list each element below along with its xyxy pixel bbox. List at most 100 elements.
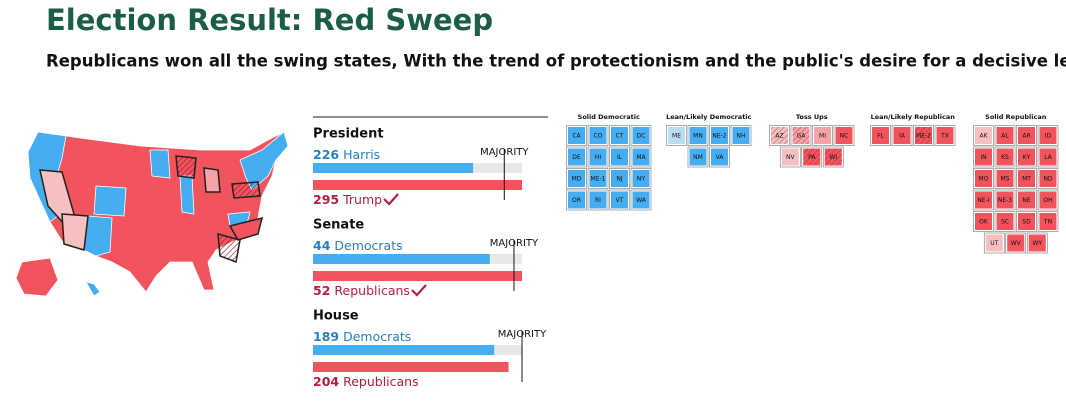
rep-count: 52 xyxy=(313,283,330,298)
state-label: NC xyxy=(840,133,849,140)
dem-count: 44 xyxy=(313,238,331,253)
state-fill xyxy=(611,148,628,166)
state-fill xyxy=(996,127,1014,144)
dem-label: 189 Democrats xyxy=(313,329,411,344)
checkmark xyxy=(383,193,399,206)
state-label: NE-3 xyxy=(998,197,1012,204)
state-label: NE-I xyxy=(977,197,989,204)
majority-label: MAJORITY xyxy=(490,238,539,249)
rep-bar xyxy=(313,362,509,372)
state-fill xyxy=(732,127,750,144)
state-fill xyxy=(589,148,607,166)
state-fill xyxy=(568,170,585,187)
state-fill xyxy=(668,127,685,144)
state-fill xyxy=(568,127,585,144)
state-label: MA xyxy=(636,154,646,161)
state-label: WI xyxy=(829,154,837,161)
state-label: OH xyxy=(1043,197,1052,204)
races: President 226 Harris 295 Trump MAJORITY Senate… xyxy=(313,127,547,389)
state-label: MN xyxy=(693,133,703,140)
state-label: KS xyxy=(1001,154,1009,161)
rating-title: Solid Democratic xyxy=(578,113,640,121)
state-label: SD xyxy=(1022,219,1031,226)
rep-label: 204 Republicans xyxy=(313,374,419,389)
state-hatch xyxy=(771,127,788,144)
state-fill xyxy=(711,148,728,166)
rep-count: 204 xyxy=(313,374,339,389)
state-label: NV xyxy=(786,154,795,161)
state-label: ME xyxy=(672,133,681,140)
checkmark xyxy=(411,284,427,297)
dem-bar xyxy=(313,254,490,264)
state-fill xyxy=(611,170,628,187)
us-map xyxy=(15,131,289,297)
state-label: LA xyxy=(1044,154,1052,161)
state-label: ID xyxy=(1045,133,1052,140)
dem-label: 226 Harris xyxy=(313,147,380,162)
state-label: PA xyxy=(808,154,816,161)
state-hatch xyxy=(803,148,821,166)
state-label: IA xyxy=(899,133,906,140)
ratings: Solid Democratic CA CO CT DC DE HI IL MA MD ME-1 NJ… xyxy=(566,113,1059,254)
state-fill xyxy=(632,148,650,166)
state-fill xyxy=(632,170,650,187)
state-fill xyxy=(568,191,585,209)
state-fill xyxy=(1039,170,1057,187)
state-label: OR xyxy=(572,197,581,204)
majority-label: MAJORITY xyxy=(498,329,547,340)
title: Election Result: Red Sweep xyxy=(46,3,493,37)
state-fill xyxy=(996,170,1014,187)
rep-bar xyxy=(313,180,522,190)
state-label: TN xyxy=(1043,219,1052,226)
state-label: VT xyxy=(616,197,624,204)
state-fill xyxy=(1018,127,1035,144)
state-label: MO xyxy=(979,176,989,183)
dem-name: Harris xyxy=(343,147,380,162)
state-label: CA xyxy=(572,133,581,140)
state-label: AZ xyxy=(775,133,783,140)
state-label: AL xyxy=(1001,133,1009,140)
state-label: ME-1 xyxy=(591,176,606,183)
state-label: ND xyxy=(1043,176,1052,183)
state-fill xyxy=(1028,234,1046,252)
state-label: NM xyxy=(693,154,703,161)
state-label: CO xyxy=(594,133,603,140)
state-fill xyxy=(611,191,628,209)
state-fill xyxy=(975,148,992,166)
state-label: TX xyxy=(940,133,949,140)
state-label: AK xyxy=(979,133,988,140)
state-label: DE xyxy=(572,154,581,161)
state-label: GA xyxy=(797,133,807,140)
state-fill xyxy=(975,127,992,144)
dem-count: 189 xyxy=(313,329,339,344)
state-fill xyxy=(711,127,728,144)
state-fill xyxy=(611,127,628,144)
state-label: MS xyxy=(1001,176,1010,183)
state-label: WA xyxy=(636,197,647,204)
rep-name: Republicans xyxy=(343,374,419,389)
state-label: NE xyxy=(1022,197,1030,204)
state-fill xyxy=(1039,213,1057,230)
state-label: NY xyxy=(637,176,645,183)
rating-title: Solid Republican xyxy=(985,113,1047,121)
state-label: KY xyxy=(1023,154,1031,161)
rep-count: 295 xyxy=(313,192,339,207)
subtitle: Republicans won all the swing states, Wi… xyxy=(46,52,1066,71)
state-label: NJ xyxy=(616,176,622,183)
state-label: IL xyxy=(617,154,623,161)
state-fill xyxy=(996,191,1014,209)
state-fill xyxy=(996,148,1014,166)
race-title: House xyxy=(313,309,359,324)
state-fill xyxy=(1039,148,1057,166)
dem-bar xyxy=(313,345,495,355)
race-title: President xyxy=(313,127,384,142)
state-label: AR xyxy=(1022,133,1030,140)
rating-title: Lean/Likely Democratic xyxy=(666,113,751,121)
rep-label: 295 Trump xyxy=(313,192,382,207)
state-fill xyxy=(975,191,992,209)
state-fill xyxy=(893,127,911,144)
state-label: MI xyxy=(819,133,826,140)
state-hatch xyxy=(792,127,810,144)
state-fill xyxy=(589,127,607,144)
